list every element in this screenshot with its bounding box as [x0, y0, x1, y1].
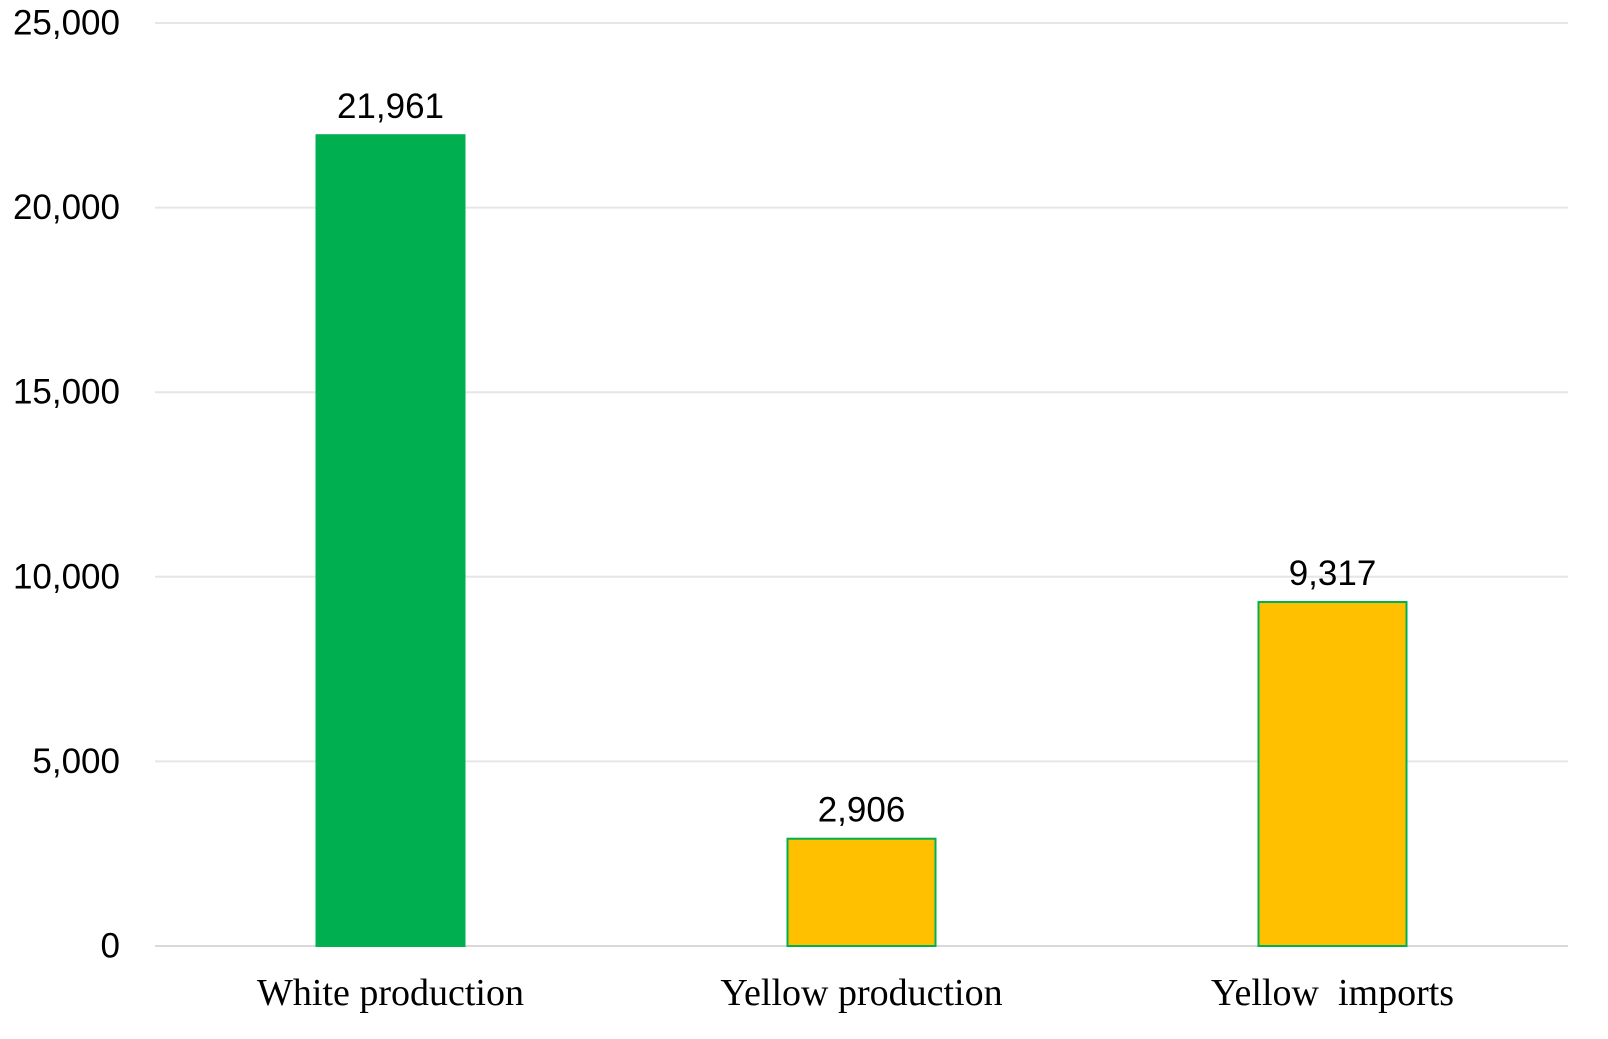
- bar: [786, 837, 937, 948]
- y-tick-label: 15,000: [13, 373, 120, 412]
- bar: [315, 134, 466, 947]
- bars: [315, 134, 1408, 948]
- data-label: 2,906: [818, 791, 906, 830]
- x-axis-ticks: White production Yellow production Yellow …: [257, 972, 1454, 1014]
- y-tick-label: 20,000: [13, 188, 120, 227]
- x-tick-label: White production: [257, 972, 524, 1014]
- y-tick-label: 0: [101, 927, 120, 966]
- data-labels: 21,961 2,906 9,317: [337, 87, 1376, 830]
- y-tick-label: 25,000: [13, 4, 120, 43]
- data-label: 21,961: [337, 87, 444, 126]
- x-tick-label: Yellow production: [720, 972, 1002, 1014]
- x-tick-label: Yellow imports: [1211, 972, 1454, 1014]
- bar: [1257, 601, 1408, 947]
- y-tick-label: 5,000: [32, 742, 120, 781]
- y-tick-label: 10,000: [13, 557, 120, 596]
- y-axis-ticks: 0 5,000 10,000 15,000 20,000 25,000: [13, 4, 120, 966]
- data-label: 9,317: [1289, 554, 1377, 593]
